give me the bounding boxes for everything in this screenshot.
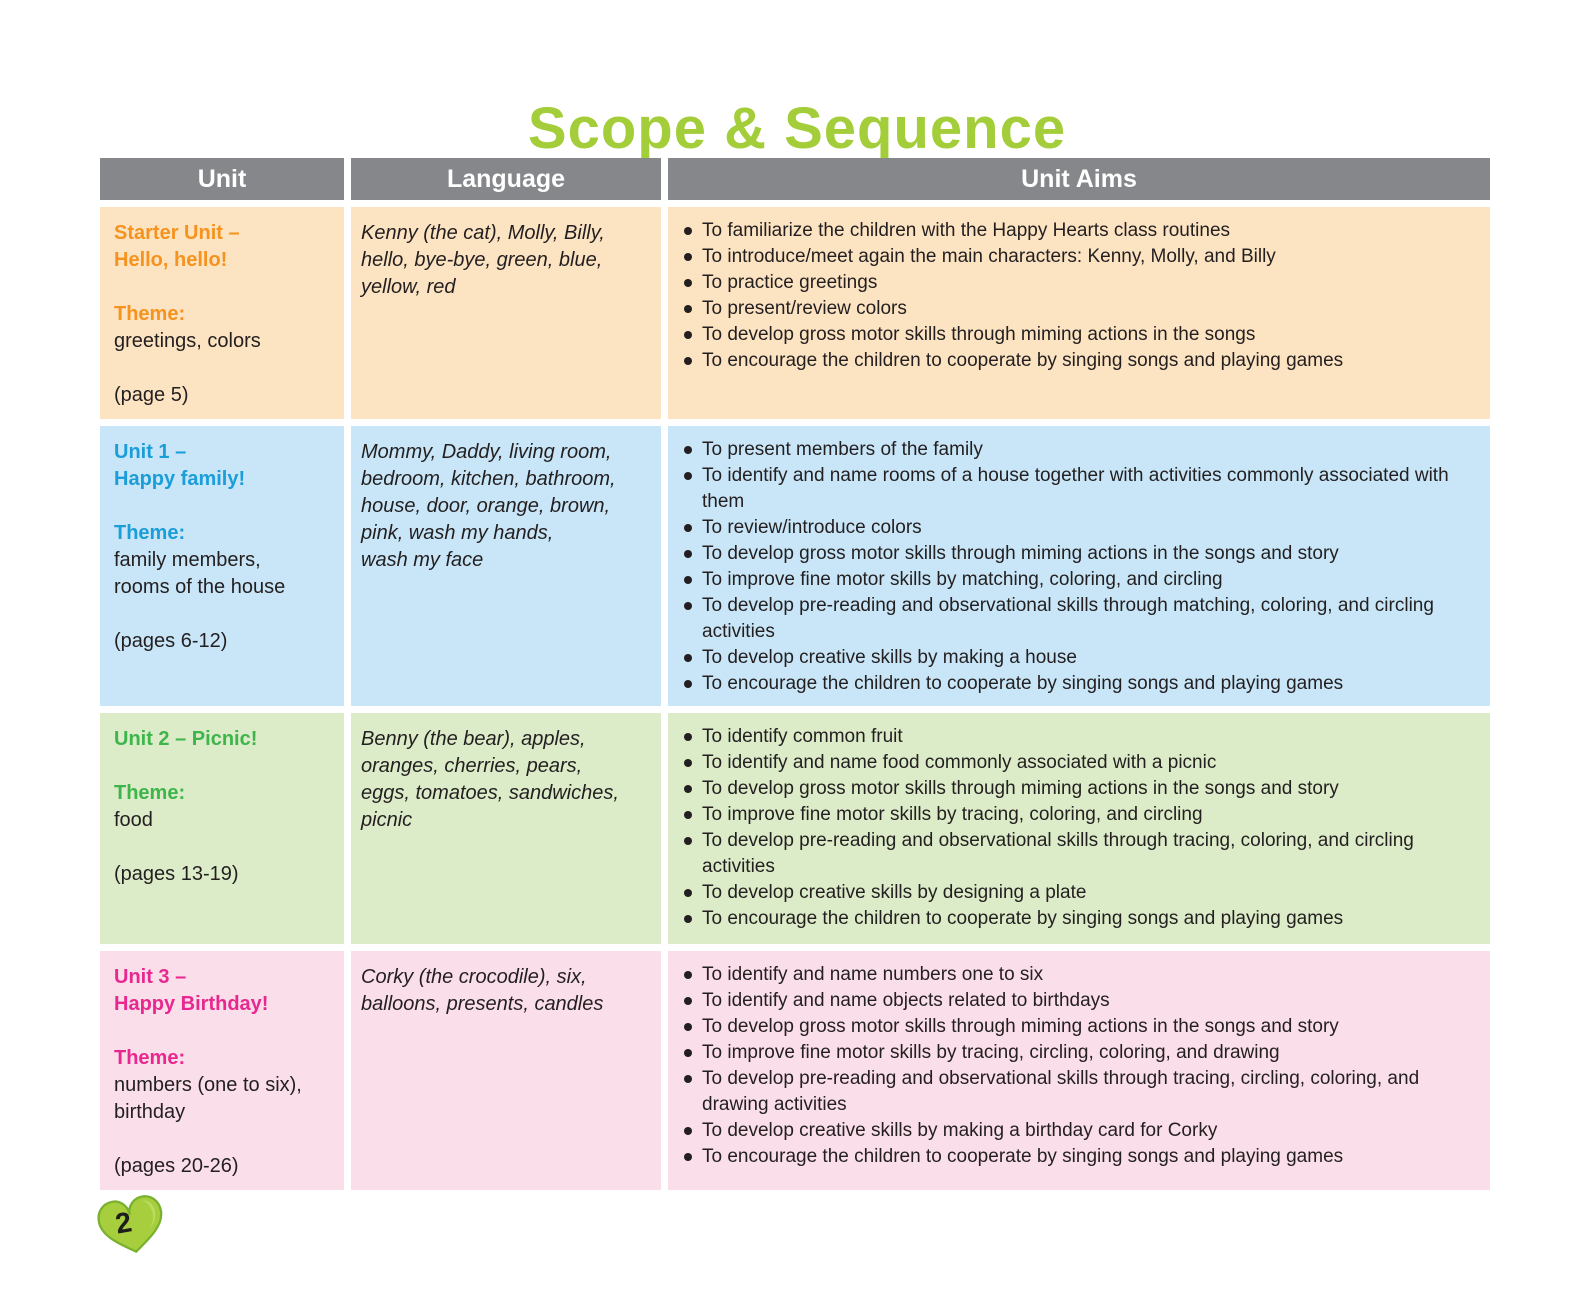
unit-aims-list: To present members of the family To ident… [678, 437, 1482, 697]
unit-aim-item: To present members of the family [678, 437, 1482, 463]
unit-aim-item: To develop pre-reading and observational… [678, 593, 1482, 645]
unit-aim-item: To encourage the children to cooperate b… [678, 348, 1482, 374]
unit-aims-cell: To identify and name numbers one to six T… [668, 951, 1490, 1190]
unit-cell: Unit 2 – Picnic! Theme: food (pages 13-1… [100, 713, 344, 944]
unit-aim-item: To develop gross motor skills through mi… [678, 776, 1482, 802]
unit-aim-item: To review/introduce colors [678, 515, 1482, 541]
unit-aim-item: To familiarize the children with the Hap… [678, 218, 1482, 244]
unit-aim-item: To develop gross motor skills through mi… [678, 1014, 1482, 1040]
unit-aim-item: To improve fine motor skills by matching… [678, 567, 1482, 593]
unit-aim-item: To practice greetings [678, 270, 1482, 296]
unit-aims-cell: To familiarize the children with the Hap… [668, 207, 1490, 419]
theme-label: Theme: [114, 522, 186, 544]
table-row-unit-3: Unit 3 – Happy Birthday! Theme: numbers … [100, 951, 1490, 1190]
page-range: (pages 13-19) [114, 863, 239, 885]
theme-label: Theme: [114, 303, 186, 325]
language-cell: Kenny (the cat), Molly, Billy, hello, by… [351, 207, 661, 419]
unit-cell: Starter Unit – Hello, hello! Theme: gree… [100, 207, 344, 419]
unit-aim-item: To identify and name food commonly assoc… [678, 750, 1482, 776]
unit-aim-item: To improve fine motor skills by tracing,… [678, 802, 1482, 828]
page-range: (pages 20-26) [114, 1155, 239, 1177]
unit-aim-item: To develop pre-reading and observational… [678, 828, 1482, 880]
column-header-unit-aims: Unit Aims [668, 158, 1490, 200]
theme-label: Theme: [114, 1047, 186, 1069]
table-header-row: Unit Language Unit Aims [100, 158, 1490, 200]
column-header-unit: Unit [100, 158, 344, 200]
language-cell: Corky (the crocodile), six, balloons, pr… [351, 951, 661, 1190]
unit-aim-item: To improve fine motor skills by tracing,… [678, 1040, 1482, 1066]
unit-aim-item: To identify and name objects related to … [678, 988, 1482, 1014]
unit-title: Unit 3 – Happy Birthday! [114, 966, 269, 1015]
unit-title: Unit 1 – Happy family! [114, 441, 246, 490]
language-cell: Benny (the bear), apples, oranges, cherr… [351, 713, 661, 944]
unit-aims-cell: To present members of the family To ident… [668, 426, 1490, 706]
unit-cell: Unit 3 – Happy Birthday! Theme: numbers … [100, 951, 344, 1190]
unit-cell: Unit 1 – Happy family! Theme: family mem… [100, 426, 344, 706]
heart-highlight [140, 1200, 156, 1231]
column-header-language: Language [351, 158, 661, 200]
page-number: 2 [113, 1206, 134, 1240]
heart-shape [97, 1195, 163, 1253]
unit-aims-list: To familiarize the children with the Hap… [678, 218, 1482, 374]
table-row-unit-2: Unit 2 – Picnic! Theme: food (pages 13-1… [100, 713, 1490, 944]
heart-icon: 2 [97, 1195, 163, 1253]
unit-aim-item: To develop creative skills by designing … [678, 880, 1482, 906]
table-row-starter-unit: Starter Unit – Hello, hello! Theme: gree… [100, 207, 1490, 419]
unit-aims-cell: To identify common fruit To identify and … [668, 713, 1490, 944]
page-range: (pages 6-12) [114, 630, 228, 652]
theme-text: family members, rooms of the house [114, 549, 286, 598]
unit-aim-item: To identify common fruit [678, 724, 1482, 750]
unit-aim-item: To encourage the children to cooperate b… [678, 906, 1482, 932]
unit-aim-item: To encourage the children to cooperate b… [678, 1144, 1482, 1170]
unit-aim-item: To develop creative skills by making a h… [678, 645, 1482, 671]
table-row-unit-1: Unit 1 – Happy family! Theme: family mem… [100, 426, 1490, 706]
unit-title: Starter Unit – Hello, hello! [114, 222, 240, 271]
unit-aim-item: To identify and name numbers one to six [678, 962, 1482, 988]
theme-label: Theme: [114, 782, 186, 804]
unit-aim-item: To encourage the children to cooperate b… [678, 671, 1482, 697]
unit-aim-item: To develop gross motor skills through mi… [678, 322, 1482, 348]
page-title: Scope & Sequence [527, 95, 1067, 161]
unit-aim-item: To develop pre-reading and observational… [678, 1066, 1482, 1118]
unit-aim-item: To develop creative skills by making a b… [678, 1118, 1482, 1144]
theme-text: greetings, colors [114, 330, 261, 352]
theme-text: food [114, 809, 153, 831]
unit-aim-item: To identify and name rooms of a house to… [678, 463, 1482, 515]
language-cell: Mommy, Daddy, living room, bedroom, kitc… [351, 426, 661, 706]
page-range: (page 5) [114, 384, 189, 406]
unit-aims-list: To identify and name numbers one to six T… [678, 962, 1482, 1170]
unit-aim-item: To introduce/meet again the main charact… [678, 244, 1482, 270]
unit-aim-item: To present/review colors [678, 296, 1482, 322]
scope-sequence-table: Unit Language Unit Aims Starter Unit – H… [100, 158, 1490, 1197]
unit-aims-list: To identify common fruit To identify and … [678, 724, 1482, 932]
theme-text: numbers (one to six), birthday [114, 1074, 302, 1123]
unit-aim-item: To develop gross motor skills through mi… [678, 541, 1482, 567]
unit-title: Unit 2 – Picnic! [114, 728, 258, 750]
